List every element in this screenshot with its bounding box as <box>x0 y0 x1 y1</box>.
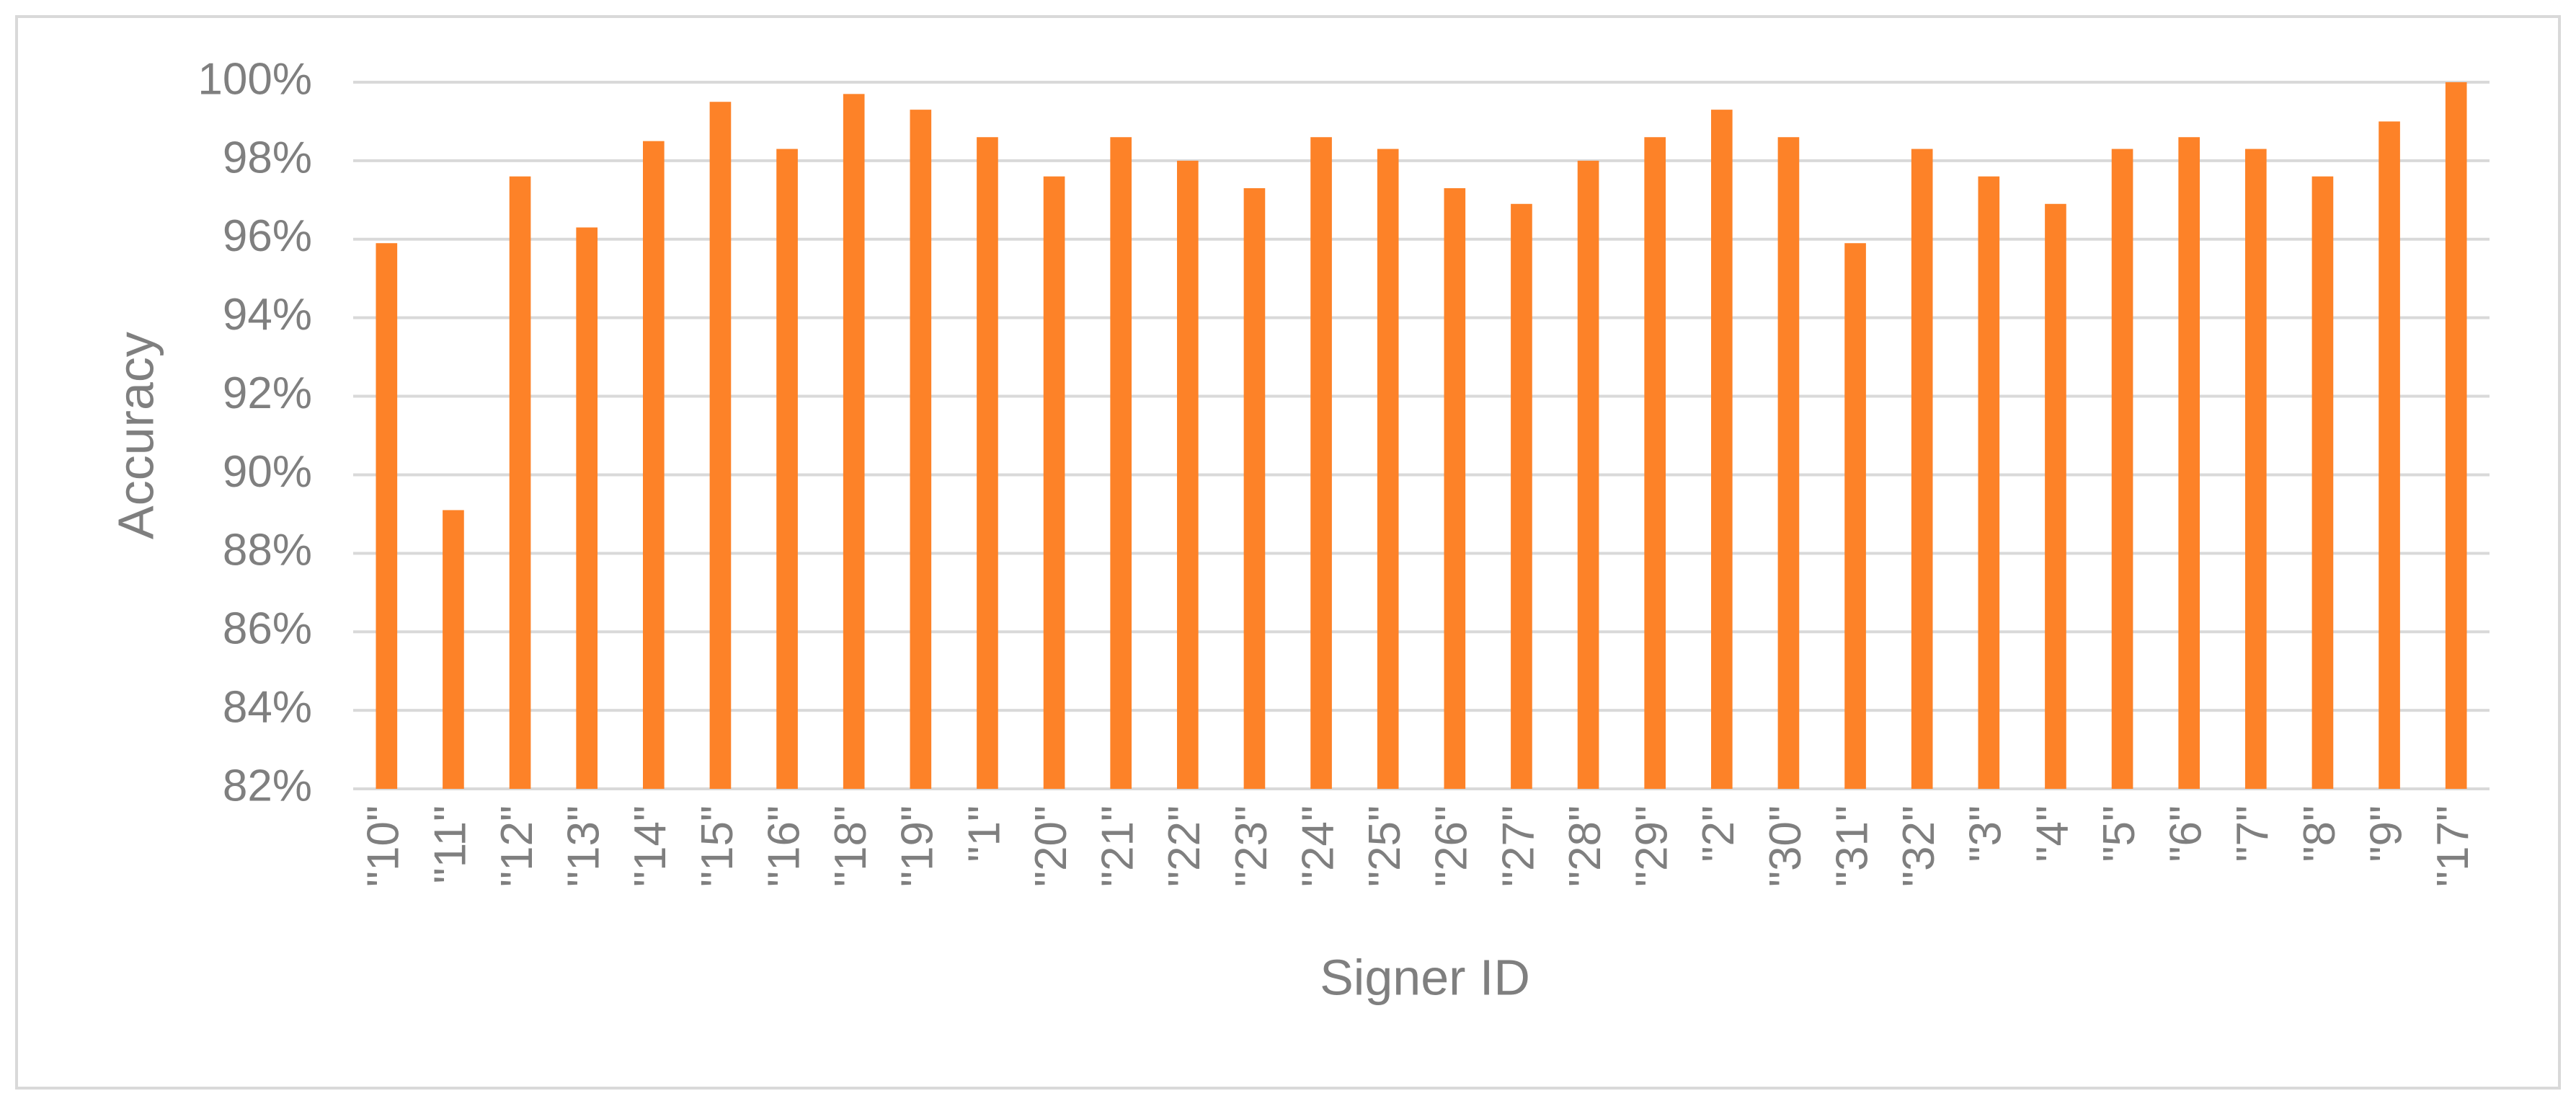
y-tick-label: 94% <box>223 290 312 340</box>
x-tick-label: "13" <box>559 805 609 887</box>
bar <box>642 141 665 789</box>
bar <box>2178 137 2200 789</box>
bar <box>376 243 398 789</box>
x-tick-label: "6" <box>2162 805 2211 862</box>
x-tick-label: "18" <box>826 805 876 887</box>
bar <box>2379 121 2400 789</box>
bar <box>1310 137 1332 789</box>
x-tick-label: "17" <box>2428 805 2478 887</box>
x-tick-label: "5" <box>2095 805 2144 862</box>
x-tick-label: "11" <box>425 805 475 883</box>
bar <box>1978 176 2000 789</box>
x-tick-label: "16" <box>759 805 809 887</box>
bar <box>977 137 998 789</box>
y-tick-label: 90% <box>223 447 312 497</box>
bar <box>1644 137 1666 789</box>
bar <box>576 227 598 789</box>
bar <box>1777 137 1800 789</box>
bar <box>2045 203 2066 789</box>
bar <box>709 102 732 789</box>
x-tick-label: "2" <box>1694 805 1744 862</box>
x-tick-label: "14" <box>626 805 675 887</box>
x-tick-label: "1" <box>959 805 1009 862</box>
y-tick-label: 82% <box>223 761 312 810</box>
x-tick-label: "9" <box>2361 805 2411 862</box>
y-tick-label: 98% <box>223 133 312 182</box>
y-tick-label: 92% <box>223 368 312 418</box>
x-tick-label: "4" <box>2028 805 2077 862</box>
x-tick-label: "12" <box>492 805 542 887</box>
x-tick-label: "20" <box>1026 805 1076 887</box>
x-tick-label: "26" <box>1427 805 1477 887</box>
bar <box>843 94 865 790</box>
y-tick-label: 96% <box>223 211 312 261</box>
x-tick-label: "10" <box>359 805 409 887</box>
bar <box>1243 188 1266 789</box>
bar <box>1511 203 1532 789</box>
bar <box>2111 149 2133 790</box>
x-tick-label: "24" <box>1293 805 1343 887</box>
y-tick-label: 100% <box>197 54 312 104</box>
x-tick-label: "25" <box>1360 805 1410 887</box>
x-tick-label: "23" <box>1227 805 1276 887</box>
bar <box>1710 110 1733 790</box>
bar <box>1176 160 1199 789</box>
bar <box>1377 149 1399 790</box>
x-tick-label: "32" <box>1894 805 1944 887</box>
x-tick-label: "3" <box>1961 805 2011 862</box>
y-axis-title: Accuracy <box>107 332 164 539</box>
bar <box>2244 149 2267 790</box>
x-tick-label: "7" <box>2228 805 2278 862</box>
x-tick-label: "19" <box>893 805 943 887</box>
x-tick-label: "27" <box>1493 805 1543 887</box>
bar <box>443 510 464 789</box>
bar <box>776 149 798 790</box>
bar <box>2311 176 2334 789</box>
bar <box>910 110 932 790</box>
x-tick-label: "28" <box>1560 805 1610 887</box>
x-tick-label: "29" <box>1627 805 1677 887</box>
x-tick-label: "30" <box>1761 805 1811 887</box>
x-tick-label: "8" <box>2295 805 2345 862</box>
x-tick-label: "22" <box>1160 805 1209 887</box>
bar <box>509 176 531 789</box>
bar <box>1043 176 1065 789</box>
bar <box>2445 82 2467 789</box>
y-tick-label: 86% <box>223 604 312 654</box>
bar <box>1444 188 1466 789</box>
x-tick-label: "21" <box>1093 805 1143 887</box>
bar <box>1577 160 1599 789</box>
x-axis-title: Signer ID <box>1320 949 1530 1005</box>
bar <box>1844 243 1866 789</box>
bar <box>1110 137 1132 789</box>
x-tick-label: "15" <box>693 805 742 887</box>
y-tick-label: 88% <box>223 526 312 575</box>
x-tick-label: "31" <box>1827 805 1877 887</box>
y-tick-label: 84% <box>223 682 312 732</box>
bar <box>1911 149 1933 790</box>
